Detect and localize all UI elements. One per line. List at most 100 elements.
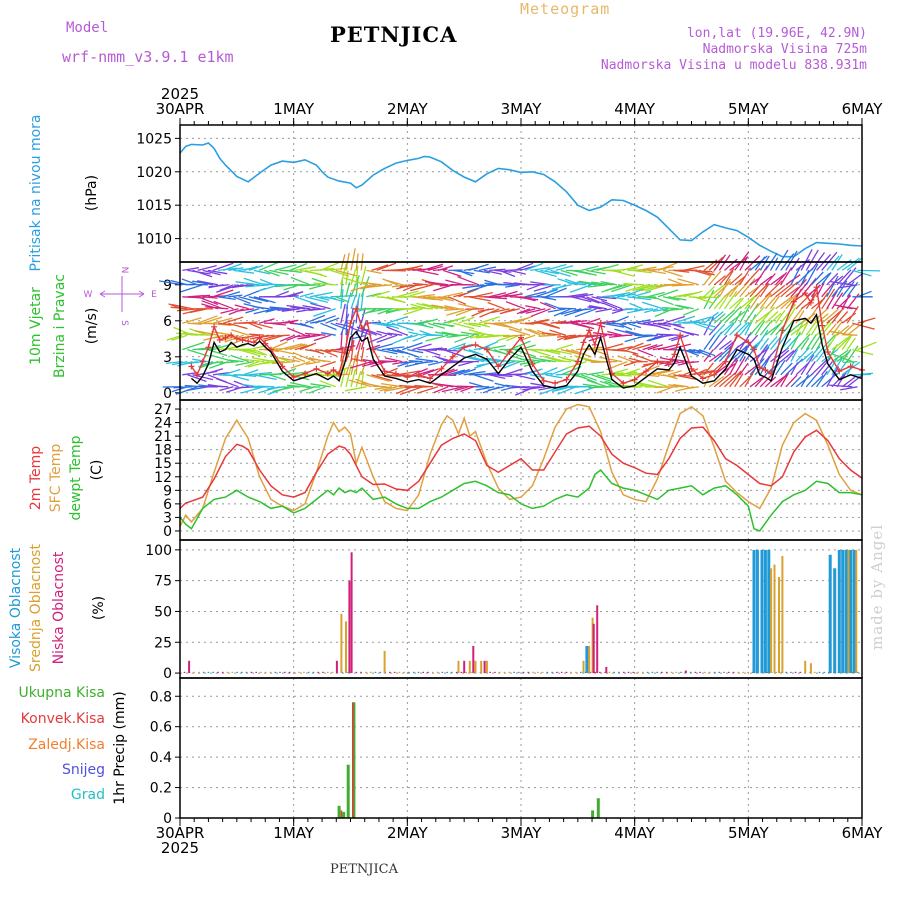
- wind-arrow: [581, 374, 597, 381]
- wind-arrow: [519, 296, 536, 302]
- wind-arrow: [662, 306, 679, 310]
- wind-arrow: [683, 290, 703, 298]
- wind-arrow: [545, 322, 560, 329]
- wind-arrow: [764, 310, 779, 324]
- wind-arrow: [729, 256, 749, 271]
- wind-arrow: [233, 269, 255, 274]
- cloud-trace-bar: [307, 671, 310, 673]
- wind-arrow: [192, 269, 213, 278]
- wind-arrow: [279, 343, 303, 351]
- wind-arrow: [203, 334, 224, 341]
- wind-arrow: [244, 360, 260, 368]
- wind-arrow: [267, 386, 285, 390]
- wind-arrow: [668, 322, 685, 329]
- bar-cloud: [188, 660, 191, 674]
- wind-arrow: [330, 348, 354, 351]
- wind-arrow: [683, 265, 705, 272]
- wind-gust-marker: [677, 332, 684, 339]
- wind-arrow: [780, 281, 799, 298]
- bar-cloud: [340, 613, 343, 673]
- wind-arrow: [805, 263, 819, 286]
- wind-arrow: [284, 371, 309, 376]
- wind-arrow: [524, 290, 547, 298]
- bar-precip: [591, 810, 595, 818]
- wind-arrow: [764, 323, 781, 336]
- wind-arrow: [300, 284, 321, 287]
- wind-arrow: [759, 293, 772, 310]
- wind-arrow: [320, 374, 341, 377]
- wind-arrow: [647, 322, 670, 331]
- wind-arrow: [770, 312, 782, 324]
- wind-arrow: [468, 356, 490, 363]
- wind-arrow: [805, 345, 821, 363]
- wind-arrow: [662, 296, 680, 301]
- wind-arrow: [734, 297, 744, 310]
- wind-arrow: [780, 362, 793, 376]
- wind-arrow: [576, 293, 594, 298]
- wind-arrow: [220, 308, 239, 314]
- wind-arrow: [723, 270, 734, 286]
- wind-arrow: [360, 346, 365, 362]
- wind-arrow: [219, 360, 239, 364]
- wind-arrow: [821, 308, 839, 324]
- wind-arrow: [729, 273, 743, 286]
- wind-arrow: [442, 348, 465, 358]
- wind-arrow: [444, 305, 459, 310]
- cloud-trace-bar: [274, 671, 277, 673]
- wind-arrow: [693, 348, 712, 358]
- wind-arrow: [396, 370, 421, 376]
- bar-cloud: [809, 663, 812, 674]
- cloud-trace-bar: [298, 671, 300, 673]
- wind-arrow: [839, 305, 858, 310]
- wind-arrow: [729, 279, 743, 298]
- wind-arrow: [769, 336, 782, 351]
- wind-arrow: [489, 292, 507, 298]
- wind-arrow: [565, 348, 582, 356]
- wind-arrow: [442, 369, 458, 376]
- wind-arrow: [565, 293, 588, 298]
- wind-arrow: [790, 348, 799, 362]
- wind-arrow: [831, 292, 844, 310]
- wind-arrow: [184, 384, 203, 388]
- cloud-trace-bar: [312, 671, 315, 673]
- compass-n: N: [119, 267, 129, 274]
- bar-cloud: [847, 549, 850, 674]
- wind-arrow: [698, 322, 716, 328]
- wind-arrow: [575, 322, 595, 330]
- cloud-trace-bar: [360, 671, 362, 673]
- wind-gust-marker: [472, 341, 479, 348]
- wind-arrow: [308, 308, 326, 311]
- wind-gust-marker: [813, 284, 820, 291]
- wind-arrow: [345, 292, 352, 309]
- wind-arrow: [505, 284, 520, 288]
- wind-arrow: [223, 316, 244, 324]
- time-label-bottom: 5MAY: [728, 824, 770, 842]
- cloud-trace-bar: [785, 671, 787, 673]
- wind-arrow: [821, 288, 836, 310]
- cloud-trace-bar: [627, 671, 630, 673]
- wind-arrow: [611, 315, 629, 324]
- wind-arrow: [379, 386, 398, 392]
- cloud-trace-bar: [637, 671, 639, 673]
- cloud-trace-bar: [651, 671, 654, 673]
- cloud-trace-bar: [379, 671, 382, 673]
- cloud-trace-bar: [417, 671, 420, 673]
- wind-arrow: [392, 360, 408, 365]
- cloud-trace-bar: [522, 671, 525, 673]
- wind-gust-marker: [802, 290, 809, 297]
- wind-arrow: [442, 269, 462, 278]
- wind-arrow: [182, 317, 202, 324]
- cloud-trace-bar: [465, 671, 467, 673]
- wind-arrow: [455, 308, 475, 317]
- wind-arrow: [567, 282, 587, 286]
- wind-arrow: [448, 369, 466, 376]
- wind-gust-marker: [199, 358, 206, 365]
- wind-arrow: [253, 322, 273, 329]
- wind-arrow: [587, 306, 602, 310]
- wind-arrow: [381, 322, 400, 330]
- wind-gust-marker: [495, 363, 502, 370]
- wind-arrow: [416, 386, 439, 394]
- wind-arrow: [703, 289, 715, 310]
- wind-arrow: [304, 269, 328, 278]
- wind-arrow: [412, 268, 434, 272]
